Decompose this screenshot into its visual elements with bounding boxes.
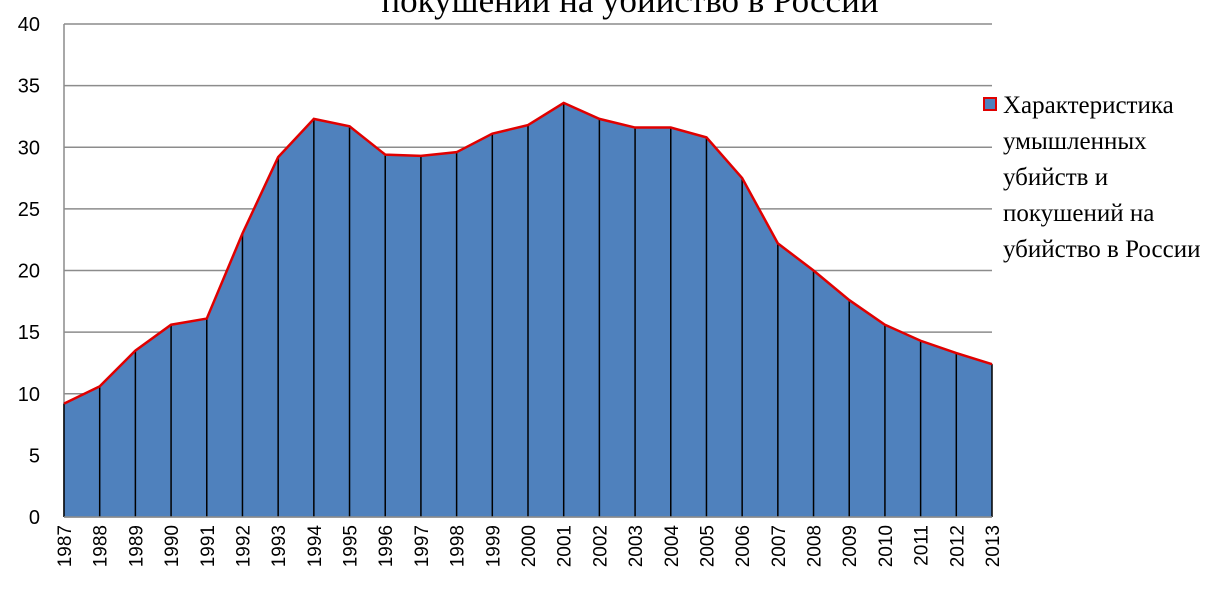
x-tick-label: 2006 xyxy=(733,525,754,567)
x-tick-label: 1995 xyxy=(341,525,362,567)
x-tick-label: 1989 xyxy=(126,525,147,567)
y-tick-label: 0 xyxy=(29,507,40,529)
x-tick-label: 1991 xyxy=(198,525,219,567)
x-tick-label: 2000 xyxy=(519,525,540,567)
x-tick-label: 2009 xyxy=(840,525,861,567)
legend-swatch xyxy=(983,97,997,111)
x-tick-label: 2013 xyxy=(983,525,1004,567)
x-tick-label: 2003 xyxy=(626,525,647,567)
x-tick-label: 2008 xyxy=(805,525,826,567)
x-tick-label: 1993 xyxy=(269,525,290,567)
y-tick-label: 15 xyxy=(18,322,40,344)
x-tick-label: 1988 xyxy=(91,525,112,567)
x-tick-label: 2012 xyxy=(947,525,968,567)
x-tick-label: 2002 xyxy=(590,525,611,567)
y-tick-label: 25 xyxy=(18,199,40,221)
x-tick-label: 1998 xyxy=(448,525,469,567)
x-tick-label: 2004 xyxy=(662,525,683,568)
y-tick-label: 40 xyxy=(18,14,40,36)
legend-label: Характеристика умышленных убийств и поку… xyxy=(1003,92,1201,263)
x-tick-label: 2005 xyxy=(697,525,718,567)
x-tick-label: 2011 xyxy=(912,525,933,566)
x-tick-label: 1987 xyxy=(55,525,76,567)
x-tick-label: 1997 xyxy=(412,525,433,567)
x-tick-label: 2007 xyxy=(769,525,790,567)
x-tick-label: 1992 xyxy=(233,525,254,567)
x-tick-label: 1994 xyxy=(305,525,326,568)
y-tick-label: 10 xyxy=(18,384,40,406)
y-tick-label: 5 xyxy=(29,445,40,467)
x-tick-label: 2001 xyxy=(555,525,576,567)
y-tick-label: 30 xyxy=(18,137,40,159)
chart-title: покушений на убийство в России xyxy=(381,0,878,20)
x-tick-label: 2010 xyxy=(876,525,897,567)
x-tick-label: 1996 xyxy=(376,525,397,567)
x-tick-label: 1990 xyxy=(162,525,183,567)
y-tick-label: 35 xyxy=(18,76,40,98)
y-tick-label: 20 xyxy=(18,261,40,283)
x-tick-label: 1999 xyxy=(483,525,504,567)
area-outline xyxy=(63,101,993,405)
